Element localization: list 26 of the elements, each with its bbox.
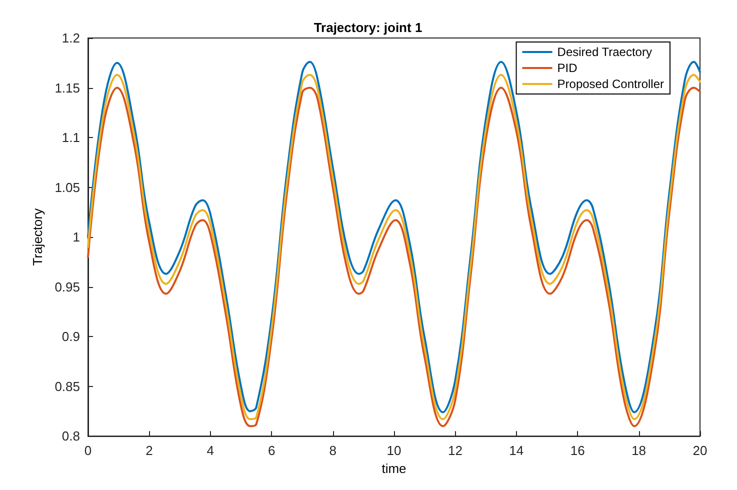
y-tick-label: 0.9 <box>62 329 80 344</box>
chart-title: Trajectory: joint 1 <box>314 20 422 35</box>
x-tick-label: 16 <box>570 443 585 458</box>
x-tick-label: 2 <box>146 443 153 458</box>
x-tick-label: 4 <box>206 443 214 458</box>
y-axis-title: Trajectory <box>30 208 45 266</box>
legend-label: PID <box>557 61 578 75</box>
y-tick-label: 1.15 <box>54 80 80 96</box>
y-tick-label: 0.95 <box>54 279 80 294</box>
y-tick-label: 0.8 <box>62 428 80 444</box>
legend-label: Proposed Controller <box>557 77 664 91</box>
y-tick-label: 1 <box>72 230 80 245</box>
x-tick-label: 12 <box>448 443 462 458</box>
x-tick-label: 20 <box>692 443 708 458</box>
y-tick-label: 1.2 <box>62 30 80 46</box>
legend-label: Desired Traectory <box>557 45 652 59</box>
x-axis-title: time <box>382 461 406 476</box>
y-tick-label: 0.85 <box>54 378 80 394</box>
x-tick-label: 0 <box>84 443 92 458</box>
x-tick-label: 14 <box>509 443 524 458</box>
x-tick-label: 10 <box>386 443 402 458</box>
x-tick-label: 8 <box>329 443 336 458</box>
x-tick-label: 18 <box>632 443 646 458</box>
y-tick-label: 1.1 <box>62 130 80 146</box>
x-tick-label: 6 <box>268 443 276 458</box>
y-tick-label: 1.05 <box>54 180 80 195</box>
